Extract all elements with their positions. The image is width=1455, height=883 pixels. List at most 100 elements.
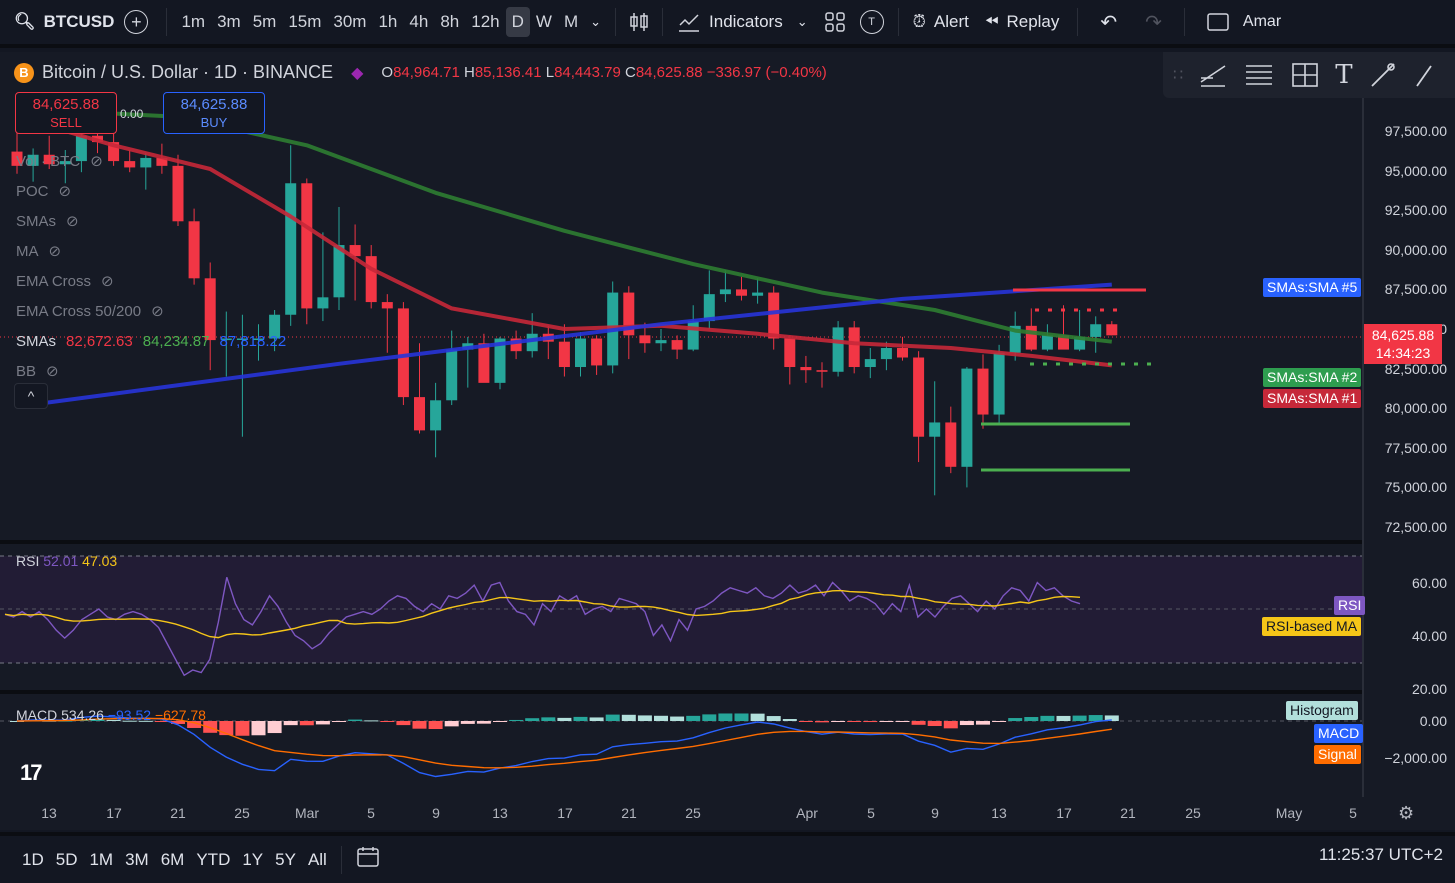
range-3m[interactable]: 3M [125,849,149,869]
rewind-icon: ⏪︎ [984,12,999,31]
legend-title[interactable]: Bitcoin / U.S. Dollar · 1D · BINANCE [42,62,334,82]
range-1y[interactable]: 1Y [242,849,264,869]
brush-icon[interactable] [1367,60,1399,90]
rsi-axis-label: 40.00 [1411,628,1447,644]
interval-1m[interactable]: 1m [181,12,206,31]
eye-off-icon[interactable]: ⊘ [58,183,72,200]
rsi-legend[interactable]: RSI 52.01 47.03 [16,553,117,569]
interval-1h[interactable]: 1h [378,12,398,31]
pencil-icon[interactable] [1413,60,1433,90]
settings-gear-icon[interactable]: ⚙ [1398,803,1415,823]
range-5y[interactable]: 5Y [275,849,296,869]
close-label: C [624,64,636,81]
interval-8h[interactable]: 8h [440,12,460,31]
indicator-row-poc[interactable]: POC ⊘ [16,176,286,206]
collapse-legend-button[interactable]: ^ [14,383,48,409]
range-5d[interactable]: 5D [55,849,78,869]
interval-4h[interactable]: 4h [409,12,429,31]
interval-30m[interactable]: 30m [333,12,367,31]
eye-off-icon[interactable]: ⊘ [90,153,103,170]
indicator-row-ema-cross[interactable]: EMA Cross ⊘ [16,266,286,296]
indicator-row-ma[interactable]: MA ⊘ [16,236,286,266]
plus-icon: + [131,11,142,32]
user-menu[interactable]: Amar [1242,13,1282,30]
drag-handle-icon[interactable]: ∷ [1173,67,1184,84]
interval-list: 1m 3m 5m 15m 30m 1h 4h 8h 12h D W M [175,7,584,37]
price-axis-label: 72,500.00 [1384,519,1447,535]
eye-off-icon[interactable]: ⊘ [151,303,164,320]
current-price: 84,625.88 [1371,327,1435,343]
eye-off-icon[interactable]: ⊘ [101,273,114,290]
indicators-button[interactable]: Indicators [671,4,789,40]
interval-12h[interactable]: 12h [471,12,500,31]
interval-3m[interactable]: 3m [217,12,241,31]
trend-lines-icon[interactable] [1197,60,1229,90]
undo-icon[interactable]: ↶ [1100,11,1118,34]
sell-button[interactable]: 84,625.88 SELL [15,92,117,134]
fib-levels-icon[interactable] [1243,60,1275,90]
time-axis-label: 9 [432,805,440,821]
templates-button[interactable]: T [859,10,884,34]
macd-axis-tag: MACD [1314,724,1364,743]
buy-button[interactable]: 84,625.88 BUY [163,92,265,134]
symbol-label: BTCUSD [43,12,115,31]
toolbar-divider [662,8,664,36]
text-tool-icon[interactable]: T [1335,60,1353,90]
macd-line-value: −93.52 [107,707,152,723]
high-value: 85,136.41 [474,64,542,81]
eye-off-icon[interactable]: ⊘ [46,363,59,380]
timezone-clock[interactable]: 11:25:37 UTC+2 [1319,845,1443,864]
indicator-link-icon[interactable]: ◆ [351,64,364,82]
bottom-toolbar: 1D 5D 1M 3M 6M YTD 1Y 5Y All [0,832,1455,883]
range-1m[interactable]: 1M [89,849,114,869]
chevron-down-icon[interactable]: ⌄ [590,14,602,29]
indicator-row-bb[interactable]: BB ⊘ [16,356,286,386]
calendar-goto-icon[interactable] [350,846,386,873]
candles-chart-type-icon[interactable] [624,4,654,40]
interval-W[interactable]: W [535,12,552,31]
time-axis-label: 17 [106,805,122,821]
indicator-row-vol[interactable]: Vol · BTC ⊘ [16,146,286,176]
macd-legend[interactable]: MACD 534.26 −93.52 −627.78 [16,707,206,723]
eye-off-icon[interactable]: ⊘ [66,213,79,230]
redo-icon[interactable]: ↷ [1145,11,1162,34]
replay-button[interactable]: ⏪︎ Replay [975,4,1070,40]
macd-signal-value: −627.78 [154,707,206,723]
compare-symbol-button[interactable]: + [124,10,149,34]
sma-value-2: 84,234.87 [142,332,210,350]
chevron-down-icon[interactable]: ⌄ [796,14,808,29]
tradingview-logo[interactable]: 17 [20,760,43,785]
layouts-grid-icon[interactable] [816,4,854,40]
range-1d[interactable]: 1D [22,849,44,869]
symbol-legend: B Bitcoin / U.S. Dollar · 1D · BINANCE ◆… [14,62,827,83]
toolbar-divider [1183,8,1185,36]
drawing-toolbar: ∷ T [1163,52,1455,98]
range-ytd[interactable]: YTD [196,849,231,869]
sma1-axis-tag: SMAs:SMA #1 [1263,389,1362,408]
eye-off-icon[interactable]: ⊘ [48,243,62,260]
indicator-row-smas-values[interactable]: SMAs 82,672.63 84,234.87 87,818.22 [16,326,286,356]
alert-button[interactable]: ⏰︎ Alert [907,4,975,40]
alarm-clock-icon: ⏰︎ [912,12,926,31]
indicator-row-ema-cross-50-200[interactable]: EMA Cross 50/200 ⊘ [16,296,286,326]
price-axis-label: 82,500.00 [1384,360,1447,377]
replay-label: Replay [1006,12,1060,31]
range-6m[interactable]: 6M [160,849,185,869]
indicator-name: SMAs [16,212,57,230]
interval-5m[interactable]: 5m [252,12,277,31]
range-all[interactable]: All [307,849,327,869]
interval-D[interactable]: D [505,7,530,37]
spread-value: 0.00 [120,107,144,121]
interval-M[interactable]: M [563,12,579,31]
interval-15m[interactable]: 15m [288,12,322,31]
fullscreen-icon[interactable] [1193,4,1243,40]
toolbar-divider [340,845,342,874]
low-label: L [545,64,555,81]
time-axis-label: 13 [991,805,1007,821]
symbol-search[interactable]: 🔍︎ BTCUSD [0,4,114,40]
measure-icon[interactable] [1289,60,1321,90]
indicator-row-smas[interactable]: SMAs ⊘ [16,206,286,236]
macd-axis-label: 0.00 [1419,713,1447,729]
indicator-name: POC [16,182,49,200]
price-axis-label: 97,500.00 [1384,123,1447,139]
